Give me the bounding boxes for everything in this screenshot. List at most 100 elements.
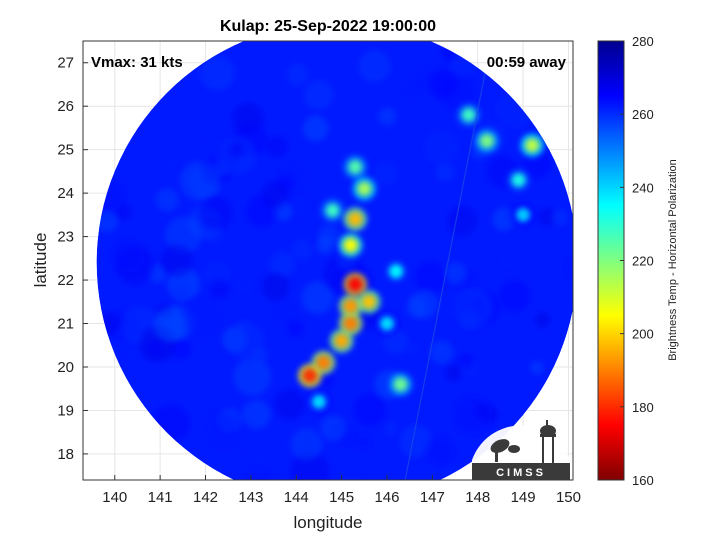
texture-blob [463,271,477,286]
x-tick-label: 141 [148,489,173,506]
texture-blob [96,210,119,233]
texture-blob [110,239,145,273]
colorbar-tick-label: 280 [632,34,654,49]
x-tick-label: 147 [420,489,445,506]
texture-blob [447,205,479,237]
cold-feature [348,212,363,227]
chart-title: Kulap: 25-Sep-2022 19:00:00 [220,18,436,35]
cold-feature [348,160,363,175]
texture-blob [303,80,334,110]
texture-blob [535,312,551,328]
texture-blob [404,341,420,356]
cold-feature [479,133,494,148]
cold-feature [525,138,540,153]
texture-blob [320,415,347,442]
texture-blob [240,450,268,477]
texture-blob [399,424,433,458]
colorbar [597,40,625,481]
texture-blob [286,63,309,86]
cold-feature [357,181,372,196]
x-tick-label: 146 [374,489,399,506]
texture-blob [459,353,474,368]
texture-blob [374,161,398,186]
vmax-annotation: Vmax: 31 kts [91,54,183,71]
texture-blob [424,131,459,166]
texture-blob [269,251,296,278]
y-tick-label: 25 [57,142,74,159]
time-away-annotation: 00:59 away [487,54,567,71]
x-tick-label: 148 [465,489,490,506]
texture-blob [452,287,493,328]
cimss-logo: CIMSS [472,420,570,480]
texture-blob [429,340,454,365]
texture-blob [302,115,329,142]
texture-blob [155,188,179,212]
colorbar-tick-label: 160 [632,473,654,488]
texture-blob [162,154,178,169]
texture-blob [291,197,310,217]
y-axis-label: latitude [31,233,50,288]
texture-blob [498,256,511,269]
texture-blob [435,162,455,181]
cold-feature [389,264,404,279]
swath [96,41,573,480]
x-axis-label: longitude [293,513,362,532]
texture-blob [410,289,439,319]
colorbar-tick-label: 240 [632,180,654,195]
cold-feature [343,299,358,314]
texture-blob [290,428,323,461]
y-tick-label: 24 [57,185,74,202]
texture-blob [537,207,557,227]
texture-blob [445,262,467,284]
texture-blob [199,55,235,91]
colorbar-tick-label: 220 [632,254,654,269]
cold-feature [311,394,326,409]
texture-blob [266,135,288,158]
x-tick-label: 150 [556,489,581,506]
texture-blob [529,360,544,375]
texture-blob [378,107,397,126]
axis-ticks: 140 141 142 143 144 145 146 147 148 149 150 18 19 20 2… [57,55,581,506]
y-tick-label: 23 [57,229,74,246]
texture-blob [261,181,289,209]
texture-blob [261,273,290,301]
cold-feature [302,368,317,383]
x-tick-label: 144 [284,489,309,506]
texture-blob [355,433,372,450]
texture-blob [286,319,304,337]
colorbar-tick-label: 180 [632,400,654,415]
texture-blob [428,69,458,99]
texture-blob [148,342,163,357]
texture-blob [209,279,230,299]
y-tick-label: 18 [57,446,74,463]
cold-feature [348,277,363,292]
swath-seam [404,41,492,480]
texture-blob [353,393,387,427]
texture-blob [565,258,573,278]
texture-blob [453,395,493,435]
colorbar-tick-label: 260 [632,107,654,122]
texture-blob [290,239,313,262]
y-tick-label: 21 [57,316,74,333]
cold-feature [325,203,340,218]
texture-blob [172,285,189,302]
texture-blob [234,274,255,296]
logo-band [472,463,570,480]
texture-blob [164,216,202,254]
x-tick-label: 143 [238,489,263,506]
texture-blob [160,244,193,277]
texture-blob [551,209,569,226]
cold-feature [334,333,349,348]
logo-text: CIMSS [496,467,546,479]
texture-blob [318,224,340,246]
texture-blob [426,436,455,465]
texture-blob [273,388,306,421]
cold-feature [393,377,408,392]
colorbar-label: Brightness Temp - Horizontal Polarizatio… [667,159,679,361]
cold-feature [379,316,394,331]
texture-blob [414,261,447,293]
cold-feature [516,207,531,222]
y-tick-label: 27 [57,55,74,72]
plot-frame [82,40,574,481]
